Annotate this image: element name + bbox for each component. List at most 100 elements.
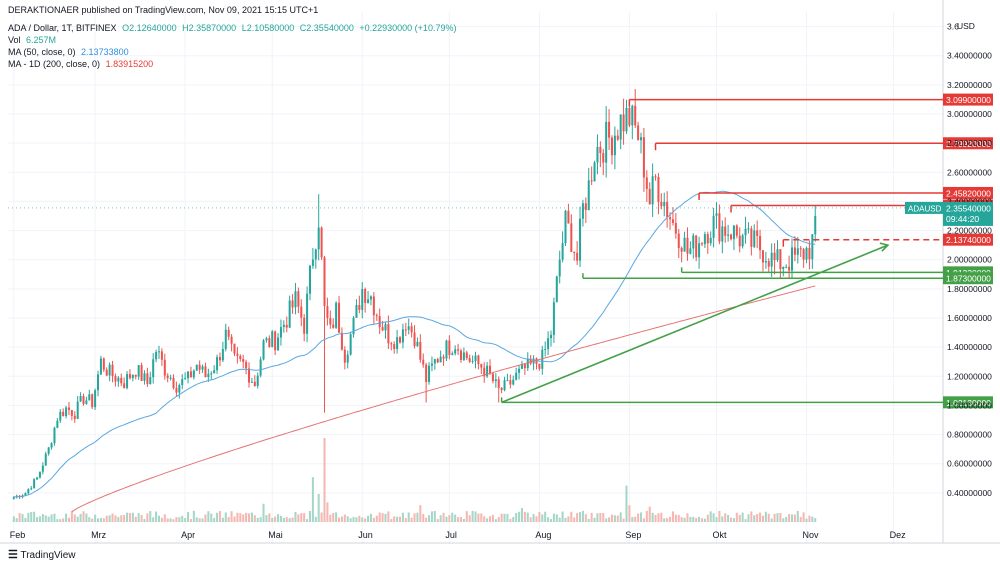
volume-bar <box>671 511 674 522</box>
volume-bar <box>285 517 288 522</box>
volume-legend: Vol 6.257M <box>8 34 59 46</box>
volume-bar <box>512 517 515 522</box>
volume-bar <box>767 513 770 522</box>
candle-body <box>355 304 358 318</box>
volume-bar <box>294 511 297 522</box>
volume-label[interactable]: Vol <box>8 35 21 45</box>
candle-body <box>265 338 268 341</box>
candle-body <box>442 356 445 359</box>
volume-bar <box>62 518 65 522</box>
ma50-label[interactable]: MA (50, close, 0) <box>8 47 76 57</box>
candle-body <box>663 201 666 207</box>
volume-bar <box>70 510 73 522</box>
volume-bar <box>555 514 558 522</box>
candle-body <box>294 291 297 308</box>
candle-body <box>181 379 184 386</box>
volume-bar <box>608 517 611 522</box>
candle-body <box>457 349 460 351</box>
volume-bar <box>65 513 68 522</box>
candle-body <box>634 105 637 126</box>
volume-bar <box>317 494 320 522</box>
volume-bar <box>747 514 750 522</box>
candle-body <box>216 357 219 371</box>
volume-bar <box>216 512 219 522</box>
candle-body <box>564 210 567 244</box>
price-axis[interactable]: 3.6 3.40000000 3.20000000 3.00000000 2.80000… <box>947 21 992 498</box>
volume-bar <box>770 518 773 522</box>
volume-bar <box>657 513 660 522</box>
volume-bar <box>683 517 686 522</box>
candle-body <box>378 316 381 328</box>
candle-body <box>140 365 143 381</box>
volume-bar <box>178 517 181 522</box>
candle-body <box>320 227 323 258</box>
volume-bar <box>666 518 669 522</box>
volume-bar <box>799 517 802 522</box>
volume-bar <box>187 511 190 522</box>
candle-body <box>369 296 372 300</box>
volume-bar <box>442 512 445 522</box>
volume-bar <box>79 513 82 522</box>
candle-body <box>454 349 457 354</box>
volume-bar <box>727 514 730 522</box>
candle-body <box>239 355 242 360</box>
candle-body <box>680 248 683 252</box>
volume-bar <box>703 518 706 522</box>
volume-bar <box>544 511 547 522</box>
ma200-label[interactable]: MA - 1D (200, close, 0) <box>8 59 101 69</box>
volume-bar <box>250 512 253 522</box>
candle-body <box>308 265 312 294</box>
time-axis[interactable]: Feb Mrz Apr Mai Jun Jul Aug Sep Okt Nov Dez <box>10 530 906 540</box>
candle-body <box>117 377 120 382</box>
candle-body <box>790 247 794 271</box>
ma200-line <box>71 285 816 513</box>
candle-body <box>256 375 259 386</box>
candle-body <box>637 125 640 141</box>
volume-bar <box>47 516 50 522</box>
candle-body <box>221 348 224 361</box>
candle-body <box>233 343 236 354</box>
candle-body <box>114 376 117 382</box>
volume-bars <box>12 438 817 522</box>
tradingview-logo[interactable]: ☰ TradingView <box>8 548 76 561</box>
volume-bar <box>718 510 721 522</box>
candle-body <box>143 373 146 381</box>
volume-bar <box>523 511 526 522</box>
candle-body <box>169 377 172 379</box>
volume-bar <box>692 516 695 522</box>
volume-bar <box>50 514 53 522</box>
level-badge <box>943 272 993 285</box>
volume-bar <box>387 511 390 522</box>
volume-bar <box>259 517 262 522</box>
volume-bar <box>474 511 477 522</box>
volume-bar <box>352 516 355 522</box>
candle-body <box>120 377 123 384</box>
candle-body <box>491 373 494 382</box>
volume-bar <box>76 516 79 522</box>
x-tick-label: Jun <box>358 530 373 540</box>
candle-body <box>576 252 579 261</box>
volume-bar <box>207 511 210 522</box>
volume-bar <box>576 513 579 522</box>
volume-bar <box>808 515 811 522</box>
candle-body <box>213 370 216 374</box>
volume-bar <box>526 512 529 522</box>
candle-body <box>242 359 245 363</box>
volume-bar <box>120 515 123 522</box>
volume-bar <box>213 518 216 522</box>
candle-body <box>50 443 53 448</box>
y-tick-label: 2.20000000 <box>947 226 992 236</box>
published-line: DERAKTIONAER published on TradingView.co… <box>8 5 319 15</box>
volume-bar <box>126 512 129 522</box>
level-label: 2.45820000 <box>946 188 991 198</box>
volume-bar <box>788 514 791 522</box>
candle-body <box>259 359 262 376</box>
trendline-drawing[interactable] <box>501 242 890 404</box>
volume-bar <box>541 514 544 522</box>
candle-body <box>218 357 221 361</box>
volume-bar <box>695 517 698 522</box>
volume-bar <box>811 516 814 522</box>
symbol-name[interactable]: ADA / Dollar, 1T, BITFINEX <box>8 23 117 33</box>
